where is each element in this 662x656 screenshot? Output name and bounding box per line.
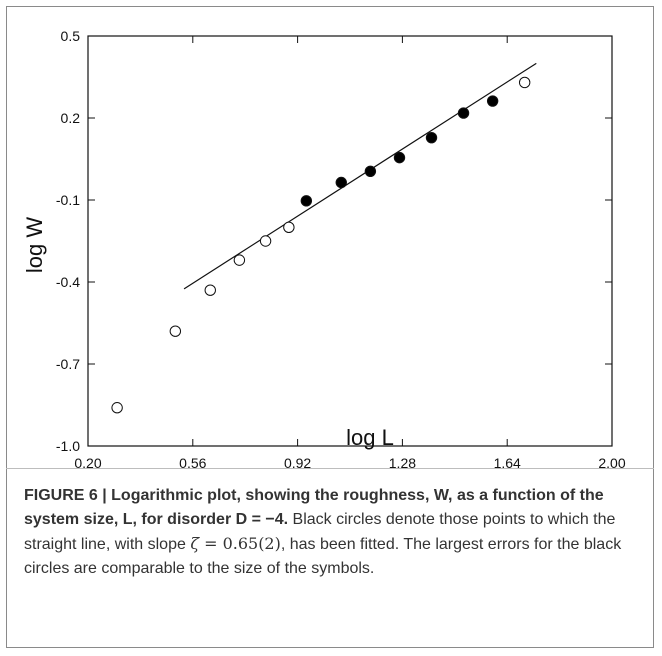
filled-data-point: [300, 195, 313, 207]
filled-data-point: [393, 151, 406, 164]
filled-data-point: [335, 176, 347, 189]
chart: 0.20 0.56 0.92 1.28 1.64 2.00 0.5 0.2 -0.1 -0.4 -0…: [22, 28, 626, 470]
caption-eq: = 0.65(2): [198, 534, 281, 553]
open-data-point: [259, 235, 272, 247]
filled-data-point: [364, 165, 377, 178]
caption-math: ζ = 0.65(2): [190, 534, 281, 553]
filled-data-point: [457, 107, 470, 119]
open-data-point: [204, 284, 216, 296]
filled-data-point: [425, 131, 438, 144]
x-tick-label: 1.28: [389, 455, 416, 470]
open-data-point: [283, 221, 295, 234]
data-points: [111, 76, 531, 414]
plot-axes: [87, 35, 613, 447]
y-tick-label: 0.2: [61, 110, 81, 126]
open-data-point: [111, 402, 123, 414]
caption-divider: [6, 468, 654, 469]
x-tick-label: 2.00: [598, 455, 625, 470]
y-tick-label: -1.0: [56, 438, 80, 454]
y-tick-label: -0.7: [56, 356, 80, 372]
figure-frame: [6, 6, 654, 648]
x-tick-label: 1.64: [494, 455, 521, 470]
fit-line: [183, 62, 537, 290]
y-tick-label: 0.5: [61, 28, 81, 44]
x-tick-label: 0.92: [284, 455, 311, 470]
caption-body-pre: Black circles denote those points to whi…: [24, 511, 616, 553]
x-axis-label: log L: [346, 425, 394, 450]
x-tick-label: 0.20: [74, 455, 101, 470]
open-data-point: [233, 254, 246, 266]
figure-caption: FIGURE 6 | Logarithmic plot, showing the…: [24, 484, 638, 581]
axis-ticks: 0.20 0.56 0.92 1.28 1.64 2.00 0.5 0.2 -0.1 -0.4 -0…: [56, 28, 626, 470]
plot-area-border: [87, 35, 613, 447]
caption-head: FIGURE 6 | Logarithmic plot, showing the…: [24, 487, 604, 528]
caption-zeta: ζ: [190, 534, 199, 553]
fit-line-layer: [183, 62, 537, 290]
filled-data-point: [486, 95, 499, 107]
open-data-point: [169, 325, 182, 337]
caption-body-post: , has been fitted. The largest errors fo…: [24, 536, 622, 577]
y-axis-label: log W: [22, 217, 47, 273]
y-tick-label: -0.4: [56, 274, 80, 290]
open-data-point: [518, 76, 531, 89]
x-tick-label: 0.56: [179, 455, 206, 470]
y-tick-label: -0.1: [56, 192, 80, 208]
